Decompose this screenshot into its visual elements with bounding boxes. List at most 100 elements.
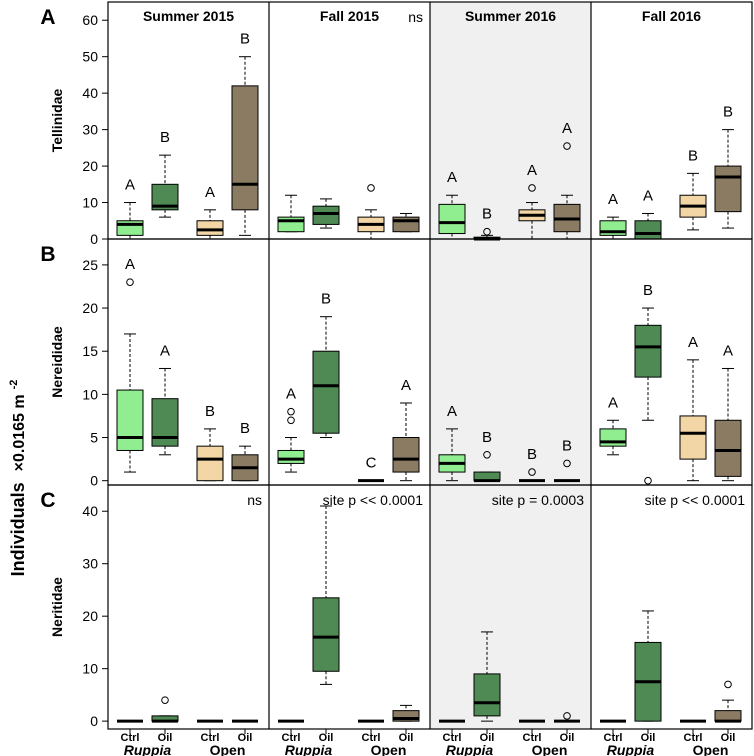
- box-iqr: [714, 419, 742, 477]
- box-iqr: [438, 203, 466, 235]
- group-letter: A: [160, 342, 170, 359]
- group-letter: B: [321, 291, 331, 308]
- significance-annotation: site p << 0.0001: [645, 492, 746, 508]
- season-title: Fall 2015: [320, 8, 379, 24]
- y-tick-label: 0: [90, 231, 98, 247]
- group-letter: B: [723, 104, 733, 121]
- y-tick-label: 0: [90, 713, 98, 729]
- box-iqr: [312, 350, 340, 434]
- outlier-point: [644, 476, 652, 485]
- y-tick-label: 5: [90, 430, 98, 446]
- box-iqr: [634, 324, 662, 378]
- box-iqr: [312, 205, 340, 225]
- y-axis-label-exponent: -2: [8, 380, 20, 390]
- x-category-label: Oil: [721, 732, 736, 744]
- box-iqr: [312, 597, 340, 672]
- family-label: Neritidae: [49, 577, 65, 637]
- y-tick-label: 20: [82, 608, 98, 624]
- x-category-label: Oil: [319, 732, 334, 744]
- box-iqr: [599, 428, 627, 447]
- outlier-point: [563, 712, 571, 720]
- y-tick-label: 0: [90, 473, 98, 489]
- shaded-column-background: [430, 2, 591, 729]
- group-letter: A: [562, 120, 572, 137]
- x-group-label-open: Open: [693, 742, 729, 756]
- y-tick-label: 40: [82, 503, 98, 519]
- y-tick-label: 15: [82, 343, 98, 359]
- y-tick-label: 25: [82, 257, 98, 273]
- box-iqr: [196, 220, 224, 236]
- box-iqr: [231, 85, 259, 211]
- group-letter: A: [723, 342, 733, 359]
- y-tick-label: 30: [82, 556, 98, 572]
- x-category-label: Ctrl: [443, 732, 462, 744]
- group-letter: A: [125, 256, 135, 273]
- outlier-point: [367, 184, 375, 192]
- group-letter: A: [608, 191, 618, 208]
- outlier-point: [161, 696, 169, 704]
- group-letter: A: [643, 187, 653, 204]
- y-tick-label: 20: [82, 158, 98, 174]
- box-iqr: [714, 165, 742, 213]
- family-label: Nereididae: [49, 326, 65, 398]
- box-iqr: [714, 710, 742, 722]
- x-group-label-ruppia: Ruppia: [285, 742, 333, 756]
- box-iqr: [679, 415, 707, 460]
- outlier-point: [126, 278, 134, 286]
- panel-letter: B: [40, 243, 55, 266]
- x-category-label: Ctrl: [201, 732, 220, 744]
- group-letter: B: [482, 429, 492, 446]
- x-category-label: Ctrl: [282, 732, 301, 744]
- box-iqr: [473, 673, 501, 717]
- x-category-label: Oil: [560, 732, 575, 744]
- y-axis-label-units: ×0.0165 m: [11, 394, 28, 471]
- y-tick-label: 10: [82, 661, 98, 677]
- group-letter: B: [205, 403, 215, 420]
- panel-letter: A: [40, 6, 55, 29]
- x-group-label-ruppia: Ruppia: [446, 742, 494, 756]
- box-iqr: [634, 220, 662, 240]
- x-group-label-open: Open: [532, 742, 568, 756]
- x-group-label-open: Open: [371, 742, 407, 756]
- group-letter: C: [366, 455, 377, 472]
- box-iqr: [392, 437, 420, 473]
- box-iqr: [277, 449, 305, 464]
- group-letter: B: [240, 420, 250, 437]
- significance-annotation: ns: [408, 9, 423, 25]
- x-category-label: Ctrl: [684, 732, 703, 744]
- x-category-label: Oil: [641, 732, 656, 744]
- x-category-label: Ctrl: [604, 732, 623, 744]
- x-category-label: Oil: [399, 732, 414, 744]
- y-tick-label: 50: [82, 49, 98, 65]
- outlier-point: [287, 407, 295, 416]
- x-category-label: Ctrl: [362, 732, 381, 744]
- box-iqr: [116, 389, 144, 451]
- outlier-point: [483, 227, 491, 236]
- significance-annotation: site p << 0.0001: [323, 492, 424, 508]
- significance-annotation: site p = 0.0003: [492, 492, 584, 508]
- box-iqr: [196, 445, 224, 482]
- outlier-point: [724, 680, 732, 689]
- summer-2016-shading: [430, 2, 591, 729]
- x-category-label: Oil: [158, 732, 173, 744]
- group-letter: A: [608, 394, 618, 411]
- y-tick-label: 40: [82, 85, 98, 101]
- outlier-point: [483, 450, 491, 459]
- group-letter: A: [286, 386, 296, 403]
- outlier-point: [563, 142, 571, 150]
- x-group-label-ruppia: Ruppia: [607, 742, 655, 756]
- panel-letter: C: [40, 489, 55, 512]
- x-category-label: Oil: [238, 732, 253, 744]
- x-group-label-ruppia: Ruppia: [124, 742, 172, 756]
- group-letter: A: [401, 377, 411, 394]
- outlier-point: [528, 468, 536, 476]
- group-letter: B: [527, 446, 537, 463]
- group-letter: A: [447, 169, 457, 186]
- group-letter: A: [447, 403, 457, 420]
- x-group-label-open: Open: [210, 742, 246, 756]
- group-letter: A: [688, 334, 698, 351]
- group-letter: B: [160, 129, 170, 146]
- family-label: Tellinidae: [49, 89, 65, 153]
